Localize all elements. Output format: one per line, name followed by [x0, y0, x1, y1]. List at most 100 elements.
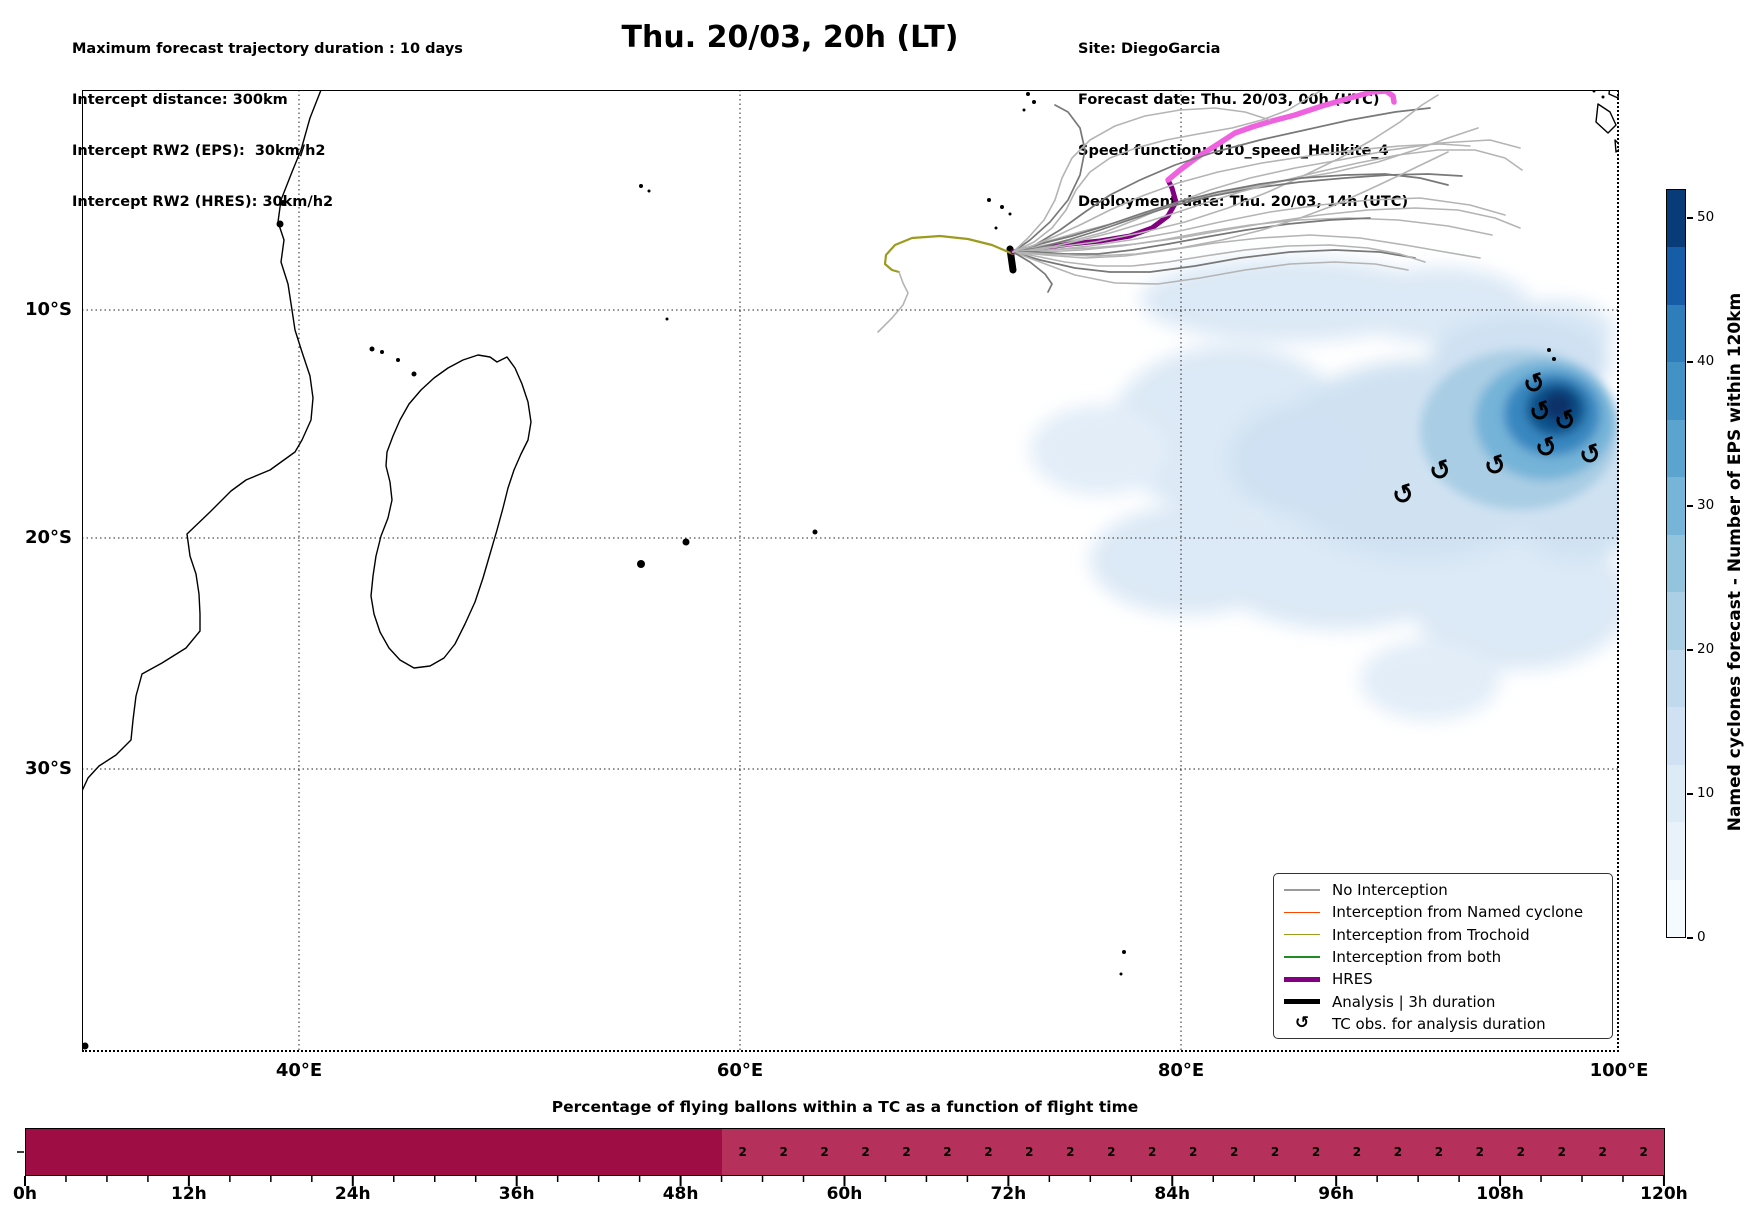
header-right-params: Site: DiegoGarcia Forecast date: Thu. 20…: [1078, 7, 1408, 245]
legend-item: Interception from both: [1284, 947, 1602, 967]
strip-cell: [599, 1129, 641, 1175]
strip-cell: 2: [1418, 1129, 1460, 1175]
eps-density-field: [1030, 258, 1619, 720]
island: [1547, 348, 1551, 352]
density-blob: [1030, 405, 1170, 495]
strip-tick-label: 48h: [662, 1184, 699, 1204]
colorbar-tick-label: 10: [1697, 784, 1715, 801]
colorbar-segment: [1667, 362, 1685, 420]
colorbar-tick: [1687, 505, 1693, 507]
strip-title: Percentage of flying ballons within a TC…: [551, 1098, 1139, 1116]
trajectory-line-gl: [1012, 197, 1506, 253]
strip-tick-label: 84h: [1154, 1184, 1191, 1204]
island: [1552, 357, 1556, 361]
strip-cell: [353, 1129, 395, 1175]
legend-item: Interception from Trochoid: [1284, 925, 1602, 945]
colorbar-tick-label: 50: [1697, 208, 1715, 225]
legend-item: ↺ TC obs. for analysis duration: [1284, 1014, 1602, 1034]
island: [1026, 92, 1030, 96]
colorbar-tick: [1687, 649, 1693, 651]
legend-label: Interception from both: [1332, 947, 1502, 966]
strip-cell: 2: [763, 1129, 805, 1175]
trajectory-line-gl: [1012, 143, 1471, 253]
sumatra-islet: [1614, 139, 1619, 153]
strip-cell-value: 2: [1516, 1145, 1525, 1159]
strip-cell: 2: [1582, 1129, 1624, 1175]
strip-cell: [312, 1129, 354, 1175]
legend-line-swatch: [1284, 999, 1320, 1005]
trajectory-line-gl: [1012, 127, 1479, 253]
strip-tick-label: 60h: [826, 1184, 863, 1204]
colorbar: [1666, 189, 1686, 938]
island: [396, 358, 400, 362]
strip-cell: [394, 1129, 436, 1175]
legend-line: [1284, 999, 1320, 1005]
legend-label: Interception from Trochoid: [1332, 925, 1530, 944]
strip-cell-value: 2: [1393, 1145, 1403, 1159]
trajectory-line-gl: [1012, 149, 1523, 253]
lat-tick-label: 10°S: [24, 299, 72, 320]
param-site: Site: DiegoGarcia: [1078, 41, 1221, 57]
island: [280, 200, 286, 206]
trajectory-line-gd: [1012, 249, 1416, 273]
density-blob: [1230, 405, 1370, 515]
colorbar-segment: [1667, 707, 1685, 765]
trajectory-line-gl: [1012, 94, 1439, 253]
strip-cell: 2: [926, 1129, 968, 1175]
strip-cell-value: 2: [1598, 1145, 1607, 1159]
strip-cell: 2: [1254, 1129, 1296, 1175]
colorbar-tick-label: 20: [1697, 640, 1715, 657]
header-left-params: Maximum forecast trajectory duration : 1…: [72, 7, 463, 245]
strip-cell-value: 2: [1352, 1145, 1362, 1159]
strip-cell: 2: [1090, 1129, 1132, 1175]
strip-cell: 2: [804, 1129, 846, 1175]
map-gridlines: [82, 90, 1619, 1052]
island: [1119, 972, 1123, 976]
strip-cell-value: 2: [1434, 1145, 1444, 1159]
param-forecast-date: Forecast date: Thu. 20/03, 00h (UTC): [1078, 92, 1380, 108]
island: [682, 538, 690, 546]
strip-cell: 2: [1131, 1129, 1173, 1175]
strip-cell: [107, 1129, 149, 1175]
strip-cell-value: 2: [984, 1145, 993, 1159]
cyclone-glyph: ↺: [1294, 1013, 1310, 1034]
strip-cell-value: 2: [1557, 1145, 1566, 1159]
island: [1022, 108, 1026, 112]
strip-cell: [681, 1129, 723, 1175]
island: [276, 220, 284, 228]
strip-cell-value: 2: [1148, 1145, 1157, 1159]
density-blob: [1360, 640, 1500, 720]
legend-line-swatch: [1284, 911, 1320, 914]
colorbar-tick: [1687, 937, 1693, 939]
trajectory-line-gd: [1012, 217, 1371, 255]
strip-cell-value: 2: [1639, 1145, 1648, 1159]
trajectory-line-gl: [1012, 217, 1493, 253]
island: [665, 317, 669, 321]
strip-cell: 2: [845, 1129, 887, 1175]
colorbar-segment: [1667, 534, 1685, 593]
colorbar-segment: [1667, 649, 1685, 708]
colorbar-segment: [1667, 304, 1685, 363]
colorbar-segment: [1667, 822, 1685, 880]
eps-density-core: [1420, 350, 1619, 510]
strip-cell-value: 2: [861, 1145, 870, 1159]
strip-cell-value: 2: [1107, 1145, 1116, 1159]
legend-line-swatch: [1284, 933, 1320, 936]
trajectory-line-gl: [1012, 207, 1521, 253]
trajectory-line-mg: [1165, 90, 1397, 183]
colorbar-segment: [1667, 190, 1685, 248]
island: [1122, 950, 1126, 954]
strip-tick-label: 120h: [1640, 1184, 1688, 1204]
legend-label: Analysis | 3h duration: [1332, 992, 1496, 1011]
legend-label: No Interception: [1332, 881, 1448, 899]
strip-cell-value: 2: [1066, 1145, 1075, 1159]
trajectory-line-gl: [1012, 251, 1409, 285]
trajectory-line-gd: [1012, 104, 1086, 253]
strip-tick-label: 72h: [990, 1184, 1027, 1204]
island: [639, 184, 643, 188]
strip-cell: [435, 1129, 477, 1175]
param-intercept-rw2-eps: Intercept RW2 (EPS): 30km/h2: [72, 143, 326, 159]
legend-item: No Interception: [1284, 880, 1602, 900]
colorbar-segment: [1667, 477, 1685, 535]
